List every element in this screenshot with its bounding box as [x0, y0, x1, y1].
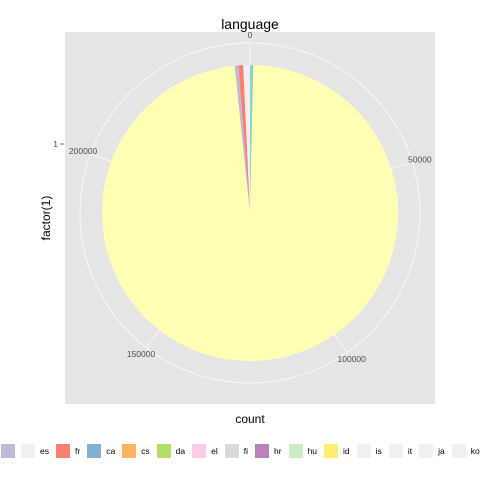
- legend-key: [121, 443, 138, 459]
- theta-tick-label: 50000: [408, 155, 432, 165]
- legend: esfrcacsdaelfihrhuidisitjakonlno: [0, 440, 480, 462]
- pie-slice-ar: [250, 65, 254, 213]
- legend-label: da: [175, 446, 186, 456]
- legend-key: [287, 443, 304, 459]
- legend-label: ja: [438, 446, 445, 456]
- legend-key: [54, 443, 71, 459]
- legend-key: [323, 443, 340, 459]
- legend-label: es: [40, 446, 49, 456]
- legend-key: [0, 443, 16, 459]
- legend-item: hu: [287, 443, 319, 459]
- legend-key: [191, 443, 208, 459]
- legend-item: fr: [54, 443, 82, 459]
- legend-label: id: [343, 446, 350, 456]
- theta-tick-label: 200000: [69, 146, 98, 156]
- pie-slice-es: [234, 65, 250, 213]
- legend-item: ja: [418, 443, 447, 459]
- legend-label: is: [375, 446, 382, 456]
- chart-title: language: [221, 16, 279, 32]
- legend-item: es: [20, 443, 51, 459]
- pie-slices: [101, 65, 398, 361]
- y-tick-label: 1: [53, 139, 58, 149]
- legend-label: el: [211, 446, 218, 456]
- legend-label: fr: [74, 446, 81, 456]
- legend-key: [20, 443, 36, 459]
- y-axis-label: factor(1): [39, 196, 53, 241]
- theta-tick-label: 100000: [337, 354, 366, 364]
- legend-item: is: [355, 443, 384, 459]
- legend-key: [86, 443, 103, 459]
- legend-key: [155, 443, 172, 459]
- pie-slice-misc: [243, 65, 250, 213]
- legend-key: [418, 443, 435, 459]
- legend-label: ko: [470, 446, 480, 456]
- legend-item: el: [191, 443, 220, 459]
- legend-key: [387, 443, 404, 459]
- legend-key: [223, 443, 240, 459]
- legend-label: cs: [141, 446, 150, 456]
- legend-label: it: [407, 446, 413, 456]
- pie-slice-id: [101, 65, 398, 361]
- legend-item: fi: [223, 443, 250, 459]
- legend-label: fi: [243, 446, 249, 456]
- legend-key: [355, 443, 372, 459]
- legend-label: ca: [106, 446, 116, 456]
- legend-item: id: [323, 443, 352, 459]
- legend-item: ko: [450, 443, 480, 459]
- theta-tick-label: 0: [248, 30, 253, 40]
- theta-tick-labels: 0 50000 100000 150000 200000: [69, 30, 432, 364]
- legend-key: [450, 443, 467, 459]
- legend-label: hr: [274, 446, 282, 456]
- legend-item: da: [155, 443, 187, 459]
- theta-tick-label: 150000: [127, 349, 156, 359]
- legend-item: ca: [86, 443, 117, 459]
- legend-item: it: [387, 443, 414, 459]
- legend-key: [254, 443, 271, 459]
- pie-slice-fr: [238, 65, 250, 213]
- legend-item: [0, 443, 16, 459]
- legend-item: cs: [121, 443, 152, 459]
- x-axis-label: count: [235, 412, 265, 426]
- legend-label: hu: [307, 446, 318, 456]
- legend-item: hr: [254, 443, 284, 459]
